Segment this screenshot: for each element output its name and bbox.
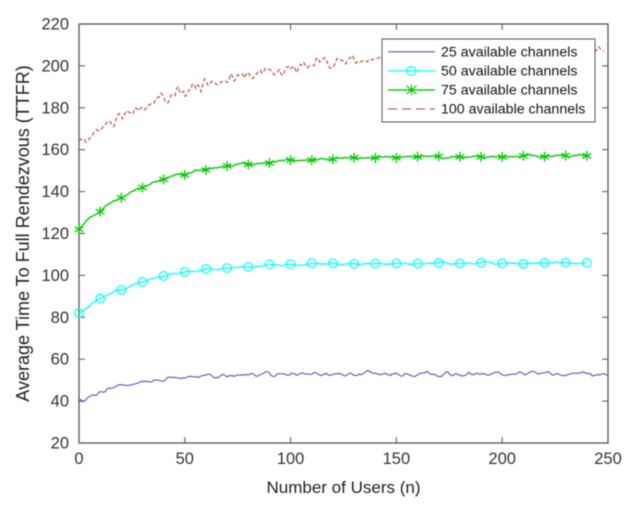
svg-text:0: 0 [74,450,83,468]
svg-text:140: 140 [41,183,69,201]
svg-text:80: 80 [51,309,69,327]
svg-text:Number of Users (n): Number of Users (n) [267,478,421,497]
svg-text:40: 40 [51,393,69,411]
svg-text:20: 20 [51,435,69,453]
svg-text:25 available channels: 25 available channels [441,45,577,61]
svg-text:150: 150 [383,450,411,468]
svg-text:160: 160 [41,141,69,159]
svg-text:120: 120 [41,225,69,243]
svg-text:200: 200 [488,450,516,468]
svg-text:50: 50 [176,450,194,468]
svg-text:100 available channels: 100 available channels [441,102,585,118]
svg-text:100: 100 [277,450,305,468]
svg-text:75 available channels: 75 available channels [441,83,577,99]
svg-text:60: 60 [51,351,69,369]
svg-text:250: 250 [594,450,622,468]
svg-text:220: 220 [41,16,69,34]
svg-text:180: 180 [41,99,69,117]
svg-text:200: 200 [41,57,69,75]
svg-text:Average Time To Full Rendezvou: Average Time To Full Rendezvous (TTFR) [13,65,33,401]
svg-text:100: 100 [41,267,69,285]
svg-text:50 available channels: 50 available channels [441,64,577,80]
